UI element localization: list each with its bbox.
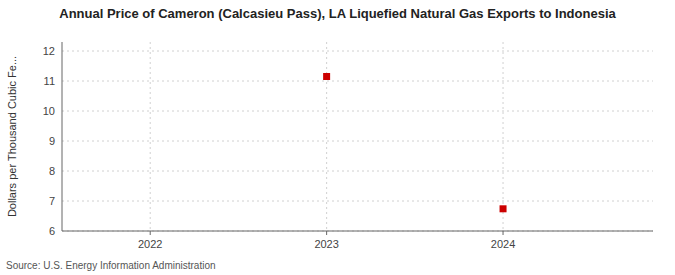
- grid-line-x: [150, 42, 151, 231]
- grid-line-y: [62, 81, 653, 82]
- y-axis-label: Dollars per Thousand Cubic Fe...: [6, 56, 18, 217]
- point: [500, 205, 507, 212]
- x-tick: [503, 231, 504, 235]
- y-tick-label: 10: [43, 105, 55, 117]
- y-tick-label: 8: [49, 165, 55, 177]
- y-tick-label: 12: [43, 45, 55, 57]
- grid-line-x: [326, 42, 327, 231]
- x-tick-label: 2022: [138, 238, 162, 250]
- y-axis-line: [62, 42, 63, 231]
- x-tick-label: 2024: [491, 238, 515, 250]
- chart-container: Annual Price of Cameron (Calcasieu Pass)…: [0, 0, 675, 275]
- chart: Annual Price of Cameron (Calcasieu Pass)…: [0, 0, 675, 275]
- x-tick-label: 2023: [314, 238, 338, 250]
- grid-line-x: [503, 42, 504, 231]
- x-tick: [326, 231, 327, 235]
- y-tick-label: 11: [44, 75, 55, 87]
- grid-line-y: [62, 111, 653, 112]
- points: [323, 73, 506, 212]
- grid: [62, 42, 653, 231]
- point: [323, 73, 330, 80]
- grid-line-y: [62, 141, 653, 142]
- y-tick-label: 7: [49, 195, 55, 207]
- grid-line-y: [62, 51, 653, 52]
- title: Annual Price of Cameron (Calcasieu Pass)…: [59, 6, 616, 21]
- grid-line-y: [62, 231, 653, 232]
- y-tick-label: 9: [49, 135, 55, 147]
- y-tick-label: 6: [49, 225, 55, 237]
- x-axis-line: [62, 231, 653, 232]
- x-tick: [150, 231, 151, 235]
- source-note: Source: U.S. Energy Information Administ…: [6, 260, 216, 271]
- grid-line-y: [62, 171, 653, 172]
- grid-line-y: [62, 201, 653, 202]
